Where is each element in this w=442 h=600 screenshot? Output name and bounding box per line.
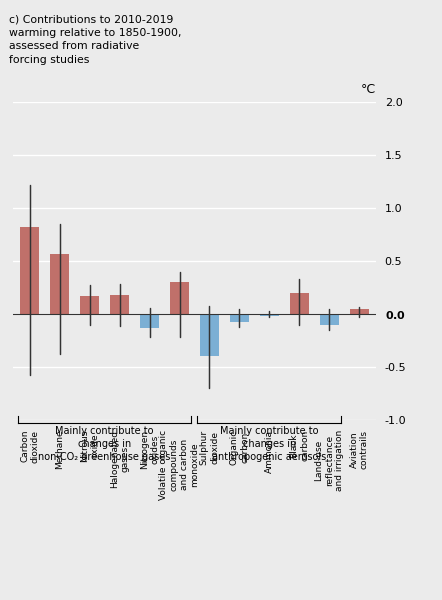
Bar [110, 295, 129, 314]
Bar [260, 314, 278, 316]
Bar [200, 314, 219, 356]
Text: c) Contributions to 2010-2019
warming relative to 1850-1900,
assessed from radia: c) Contributions to 2010-2019 warming re… [9, 15, 181, 65]
Text: °C: °C [361, 83, 376, 95]
Text: Mainly contribute to
changes in
non-CO₂ greenhouse gases: Mainly contribute to changes in non-CO₂ … [38, 426, 171, 463]
Bar [140, 314, 159, 328]
Bar [290, 293, 309, 314]
Bar [50, 254, 69, 314]
Bar [170, 282, 189, 314]
Bar [230, 314, 249, 322]
Bar [20, 227, 39, 314]
Bar [320, 314, 339, 325]
Bar [350, 308, 369, 314]
Bar [80, 296, 99, 314]
Text: Mainly contribute to
changes in
anthropogenic aerosols: Mainly contribute to changes in anthropo… [212, 426, 327, 463]
